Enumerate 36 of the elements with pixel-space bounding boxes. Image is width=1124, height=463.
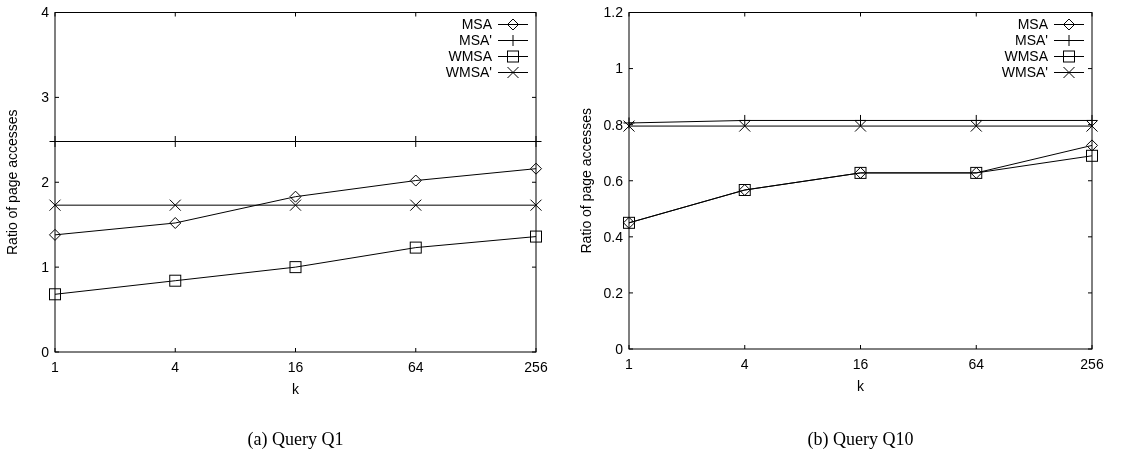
y-tick-label: 0.2 bbox=[603, 284, 624, 301]
x-tick-label: 16 bbox=[287, 359, 304, 375]
legend-label: MSA bbox=[1017, 16, 1049, 33]
x-tick-label: 64 bbox=[407, 359, 424, 375]
x-tick-label: 4 bbox=[740, 356, 749, 372]
x-tick-label: 64 bbox=[968, 356, 985, 372]
y-tick-label: 1.2 bbox=[603, 4, 624, 21]
y-tick-label: 2 bbox=[41, 174, 50, 191]
y-tick-label: 0 bbox=[41, 343, 50, 360]
x-tick-label: 1 bbox=[51, 359, 60, 375]
legend-label: WMSA' bbox=[445, 64, 492, 81]
text: (b) Query Q10 bbox=[807, 429, 914, 450]
y-tick-label: 1 bbox=[41, 259, 50, 276]
legend-label: MSA' bbox=[458, 32, 492, 49]
legend-label: MSA' bbox=[1014, 32, 1048, 49]
legend-label: WMSA' bbox=[1001, 64, 1048, 81]
y-tick-label: 3 bbox=[41, 89, 50, 106]
legend-label: WMSA bbox=[1004, 48, 1049, 65]
legend-label: MSA bbox=[461, 16, 493, 33]
y-tick-label: 4 bbox=[41, 4, 50, 21]
text: (a) Query Q1 bbox=[247, 429, 344, 450]
x-axis-title: k bbox=[857, 378, 865, 394]
y-tick-label: 0.6 bbox=[603, 172, 624, 189]
y-tick-label: 0.8 bbox=[603, 116, 624, 133]
x-tick-label: 4 bbox=[171, 359, 180, 375]
x-tick-label: 256 bbox=[1080, 356, 1104, 372]
y-axis-title: Ratio of page accesses bbox=[578, 107, 594, 254]
x-tick-label: 256 bbox=[524, 359, 548, 375]
x-axis-title: k bbox=[292, 381, 300, 397]
x-tick-label: 16 bbox=[852, 356, 869, 372]
x-tick-label: 1 bbox=[625, 356, 634, 372]
y-axis-title: Ratio of page accesses bbox=[4, 109, 20, 256]
y-tick-label: 0 bbox=[615, 340, 624, 357]
y-tick-label: 0.4 bbox=[603, 228, 624, 245]
legend-label: WMSA bbox=[448, 48, 493, 65]
y-tick-label: 1 bbox=[615, 60, 624, 77]
